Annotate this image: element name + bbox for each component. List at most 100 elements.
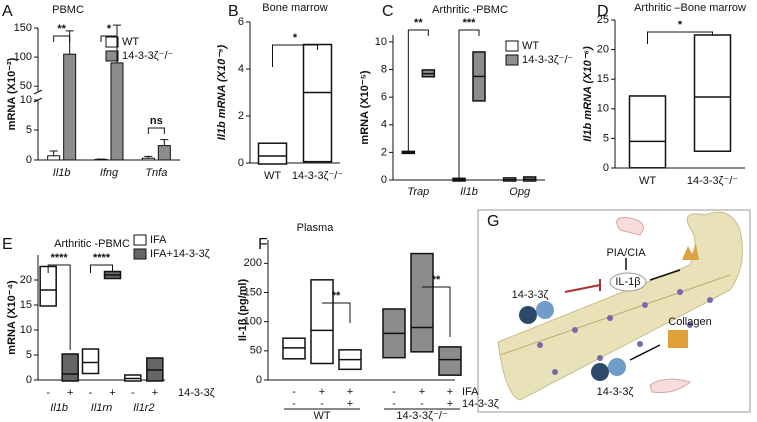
significance-bracket	[47, 264, 71, 350]
x-row-name: 14-3-3ζ	[178, 387, 215, 399]
y-tick-label: 0	[26, 154, 32, 166]
significance-bracket	[272, 44, 318, 67]
diagram-label: 14-3-3ζ	[597, 386, 634, 398]
x-tick-label: Il1r2	[133, 402, 154, 414]
x-row-label: +	[67, 387, 73, 399]
y-tick-label: 6	[381, 91, 387, 103]
y-tick-label: 100	[244, 316, 262, 328]
x-tick-label: Il1b	[53, 167, 71, 179]
x-row-label: +	[419, 386, 425, 398]
bar	[157, 145, 171, 161]
x-row-label: -	[292, 398, 296, 410]
y-tick-label: 50	[250, 345, 262, 357]
significance-bracket	[147, 127, 165, 134]
y-tick-label: 10	[20, 324, 32, 336]
y-axis-label: Il1b mRNA (X10⁻⁶)	[582, 46, 594, 142]
y-tick-label: 0	[256, 374, 262, 386]
hand-top	[616, 217, 644, 236]
error-bar	[65, 30, 74, 55]
significance-label: ****	[93, 252, 111, 264]
significance-bracket	[100, 35, 118, 42]
x-tick-label: WT	[264, 170, 281, 182]
x-tick-label: WT	[639, 175, 656, 187]
significance-bracket	[407, 29, 429, 152]
significance-bracket	[53, 35, 71, 42]
y-tick-label: 150	[244, 286, 262, 298]
diagram-label: PIA/CIA	[606, 247, 646, 259]
x-row-label: +	[109, 387, 115, 399]
legend-label: WT	[122, 36, 139, 48]
legend-label: IFA+14-3-3ζ	[150, 248, 210, 260]
y-tick-label: 6	[238, 16, 244, 28]
error-bar	[49, 150, 58, 156]
significance-label: *	[107, 23, 112, 35]
x-tick-label: Ifng	[100, 167, 119, 179]
legend-label: 14-3-3ζ⁻/⁻	[122, 50, 174, 62]
panel-letter: G	[487, 213, 499, 230]
box	[310, 279, 334, 365]
x-row-name: 14-3-3ζ	[462, 398, 499, 410]
x-tick-label: Il1b	[50, 402, 68, 414]
chart-title: Plasma	[297, 222, 335, 234]
y-tick-label: 5	[603, 132, 609, 144]
x-row-label: +	[319, 386, 325, 398]
y-tick-label: 10	[20, 94, 32, 106]
legend-label: IFA	[150, 234, 167, 246]
chart-title: Arthritic -PBMC	[432, 4, 508, 16]
box	[628, 95, 667, 169]
y-tick-label: 4	[381, 119, 387, 131]
y-tick-label: 150	[14, 22, 32, 34]
protein-bottom	[591, 358, 626, 381]
box	[302, 43, 333, 163]
significance-bracket	[647, 31, 713, 44]
hand-bottom	[649, 378, 692, 393]
x-row-name: IFA	[462, 386, 479, 398]
error-bar	[113, 24, 121, 63]
legend-swatch	[133, 248, 147, 260]
y-tick-label: 0	[26, 374, 32, 386]
protein-top	[519, 301, 554, 324]
box	[81, 348, 100, 375]
x-row-label: +	[347, 386, 353, 398]
bar	[63, 53, 77, 161]
y-tick-label: 5	[26, 349, 32, 361]
y-tick-label: 10	[375, 36, 387, 48]
legend-swatch	[505, 54, 519, 66]
inhibition	[564, 279, 601, 293]
legend-label: 14-3-3ζ⁻/⁻	[522, 54, 574, 66]
x-row-label: -	[131, 387, 135, 399]
x-tick-label: Opg	[509, 186, 531, 198]
x-row-label: -	[46, 387, 50, 399]
y-tick-label: 0	[603, 162, 609, 174]
error-bar	[160, 139, 169, 146]
significance-label: **	[432, 274, 441, 286]
y-tick-label: 0	[381, 174, 387, 186]
y-tick-label: 20	[597, 44, 609, 56]
panel-letter: D	[597, 3, 609, 20]
y-tick-label: 4	[238, 63, 244, 75]
diagram-label: Collagen	[668, 316, 711, 328]
y-axis-label: Il1b mRNA (X10⁻⁵)	[216, 44, 228, 140]
y-tick-label: 0	[238, 157, 244, 169]
significance-label: *	[293, 32, 298, 44]
diagram: G PIA/CIA IL-1β 14-3-3ζ Collagen 14-3-3ζ	[477, 209, 751, 413]
legend-label: WT	[522, 40, 539, 52]
x-row-label: +	[347, 398, 353, 410]
panel-letter: E	[2, 236, 13, 253]
y-tick-label: 25	[597, 14, 609, 26]
x-row-label: +	[447, 386, 453, 398]
y-tick-label: 200	[244, 257, 262, 269]
x-row-label: -	[420, 398, 424, 410]
significance-label: ns	[150, 115, 163, 127]
significance-bracket	[90, 264, 113, 273]
y-tick-label: 15	[20, 299, 32, 311]
y-tick-label: 10	[597, 103, 609, 115]
x-tick-label: Il1b	[460, 186, 478, 198]
x-row-label: -	[292, 386, 296, 398]
x-tick-label: 14-3-3ζ⁻/⁻	[687, 175, 739, 187]
bar	[47, 155, 61, 161]
legend-swatch	[133, 234, 147, 246]
significance-label: ****	[51, 252, 69, 264]
x-row-label: -	[320, 398, 324, 410]
